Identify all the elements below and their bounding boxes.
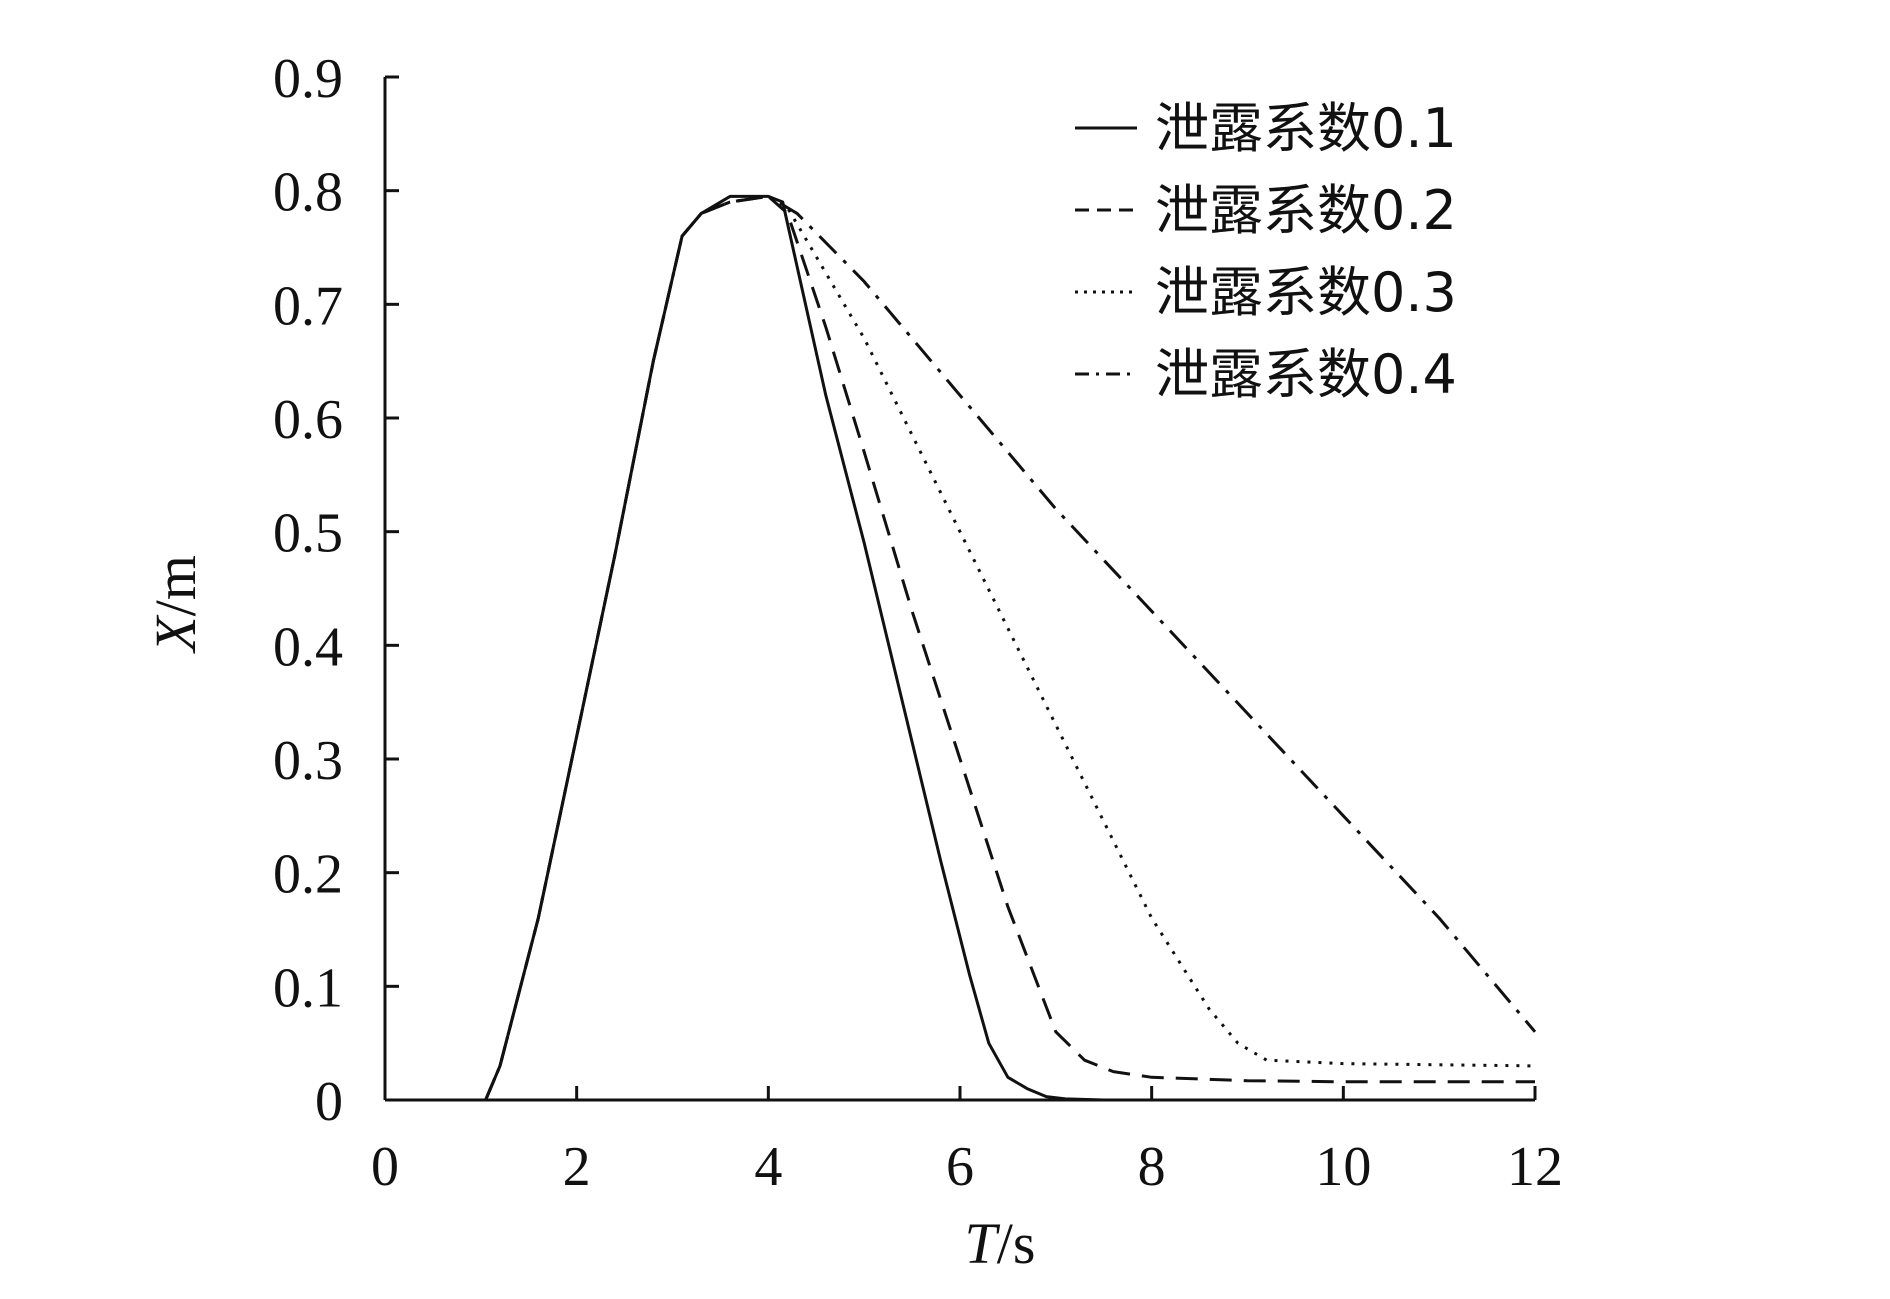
x-tick-label: 0: [371, 1136, 399, 1198]
axes: 0 2 4 6 8 10 12 0 0.1 0.2 0.3 0.4 0.5 0.6 0.7 0.8 0.9: [273, 48, 1563, 1198]
series-lines: [385, 194, 1537, 1102]
y-tick-label: 0.2: [273, 844, 343, 906]
y-axis-title-unit: /m: [143, 555, 208, 616]
y-tick-label: 0.5: [273, 503, 343, 565]
legend-label-3: 泄露系数0.3: [1155, 261, 1457, 324]
axis-titles: T/s X/m: [143, 555, 1035, 1276]
x-axis-title-symbol: T: [965, 1211, 1001, 1276]
y-tick-label: 0.6: [273, 389, 343, 451]
series-line-1: [385, 194, 1104, 1102]
x-axis-title: T/s: [965, 1211, 1036, 1276]
legend: 泄露系数0.1 泄露系数0.2 泄露系数0.3 泄露系数0.4: [1075, 97, 1457, 406]
y-tick-label: 0.9: [273, 48, 343, 110]
x-tick-label: 4: [754, 1136, 782, 1198]
y-tick-label: 0.7: [273, 275, 343, 337]
series-line-4: [385, 194, 1537, 1102]
legend-label-2: 泄露系数0.2: [1155, 179, 1457, 242]
y-tick-label: 0.1: [273, 957, 343, 1019]
y-axis-title: X/m: [143, 555, 208, 654]
x-tick-label: 2: [563, 1136, 591, 1198]
series-line-2: [385, 194, 1535, 1102]
y-axis-title-symbol: X: [143, 614, 208, 654]
x-tick-label: 6: [946, 1136, 974, 1198]
x-tick-label: 8: [1138, 1136, 1166, 1198]
y-tick-label: 0.3: [273, 730, 343, 792]
x-tick-label: 10: [1315, 1136, 1371, 1198]
y-tick-label: 0.4: [273, 616, 343, 678]
legend-label-1: 泄露系数0.1: [1155, 97, 1457, 160]
y-tick-label: 0.8: [273, 162, 343, 224]
x-axis-title-unit: /s: [997, 1211, 1036, 1276]
x-tick-label: 12: [1507, 1136, 1563, 1198]
legend-label-4: 泄露系数0.4: [1155, 343, 1457, 406]
series-line-3: [385, 194, 1536, 1102]
y-tick-label: 0: [315, 1071, 343, 1133]
